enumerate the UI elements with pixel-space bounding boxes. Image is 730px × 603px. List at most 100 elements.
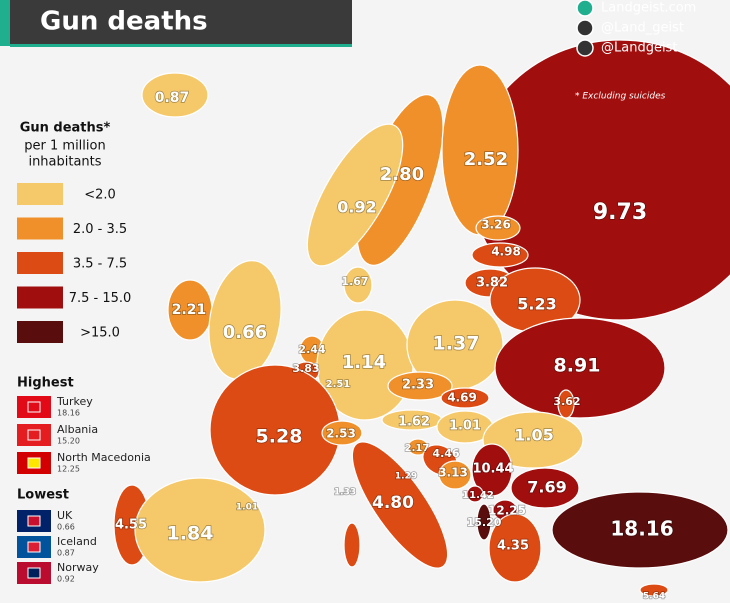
map-label: 4.80 [372,493,414,513]
map-label: 15.20 [467,516,502,529]
map-label: 4.35 [497,539,529,554]
map-label: 4.46 [432,447,459,460]
map-label: 5.64 [643,592,665,602]
country [551,491,729,569]
map-label: 8.91 [554,355,601,377]
country [440,387,490,409]
country [471,242,529,268]
social-text: Landgeist.com [601,1,696,16]
map-label: 7.69 [527,478,566,497]
map-label: 2.21 [172,302,207,318]
map-label: 1.67 [341,275,368,288]
map-label: 1.05 [514,426,553,445]
ranking-value: 15.20 [57,437,80,446]
map-label: 3.26 [481,218,511,232]
map-label: 1.01 [449,419,481,434]
ranking-title: Highest [17,376,74,391]
country [343,266,373,304]
map-label: 0.87 [155,90,190,106]
flag-detail [27,567,41,579]
country [639,583,669,597]
flag-detail [27,515,41,527]
ranking-value: 0.66 [57,523,75,532]
map-label: 2.53 [326,427,356,441]
ranking-name: Iceland [57,535,97,548]
map-label: 2.17 [405,443,430,454]
note: * Excluding suicides [575,92,666,102]
map-label: 9.73 [593,200,647,225]
map-labels: 0.87 2.80 2.52 0.92 9.73 3.26 4.98 3.82 1.67 5.23… [114,89,674,602]
ranking-title: Lowest [17,488,69,503]
map-label: 3.82 [476,276,508,291]
legend-label: 7.5 - 15.0 [69,291,132,306]
country [488,513,542,583]
ranking-value: 0.87 [57,549,75,558]
map-label: 2.44 [298,343,325,356]
country [321,420,363,446]
overlay: Landgeist.com @Land_geist @Landgeist Gun de… [17,0,696,584]
legend-label: >15.0 [80,326,120,341]
legend-swatch [17,321,63,343]
map-label: 4.98 [491,245,521,259]
ranking-name: Norway [57,561,99,574]
map-label: 10.44 [472,462,513,477]
map-label: 1.84 [167,523,214,545]
legend-label: <2.0 [84,188,116,203]
legend-swatch [17,217,63,240]
map-label: 5.23 [517,295,556,314]
country [306,123,404,267]
legend-swatch [17,252,63,274]
map-label: 1.62 [398,415,430,430]
legend-swatch [17,286,63,309]
ranking-name: Turkey [56,395,93,408]
country [343,522,361,568]
title: Gun deaths [40,7,208,37]
flag-detail [27,429,41,441]
title-accent [0,0,10,46]
map-label: 3.83 [292,362,319,375]
flag-detail [27,401,41,413]
country [494,317,666,419]
country [476,503,492,541]
country [438,460,472,490]
country [141,72,209,118]
social-icon [576,39,594,57]
map-label: 4.69 [447,391,477,405]
country [466,485,484,503]
map-label: 0.66 [223,322,267,343]
map-label: 1.01 [236,503,258,513]
map-label: 11.42 [462,490,494,501]
legend-subtitle: per 1 million [24,139,105,154]
ranking-value: 12.25 [57,465,80,474]
map-label: 3.13 [438,466,468,480]
country [471,443,513,497]
map-label: 2.52 [464,149,508,170]
title-underline [10,44,352,47]
map-label: 1.29 [395,472,417,482]
country [351,441,449,569]
map-label: 4.55 [115,518,147,533]
flag-detail [27,457,41,469]
land [113,39,730,597]
map-label: 2.33 [402,378,434,393]
title-bar [0,0,352,46]
map-label: 5.28 [256,426,303,448]
map-label: 1.37 [433,333,480,355]
map-label: 18.16 [610,517,673,541]
country [510,467,580,509]
map-label: 2.80 [380,164,424,185]
ranking-name: UK [57,509,73,522]
country [387,371,453,401]
legend-label: 3.5 - 7.5 [73,257,127,272]
ranking-name: North Macedonia [57,451,151,464]
ranking-name: Albania [57,423,98,436]
map-label: 1.33 [334,488,356,498]
country [557,389,575,419]
map-label: 3.62 [553,395,580,408]
social-icon [576,0,594,17]
map-label: 2.51 [326,379,351,390]
ranking-value: 18.16 [57,409,80,418]
country [134,477,266,583]
